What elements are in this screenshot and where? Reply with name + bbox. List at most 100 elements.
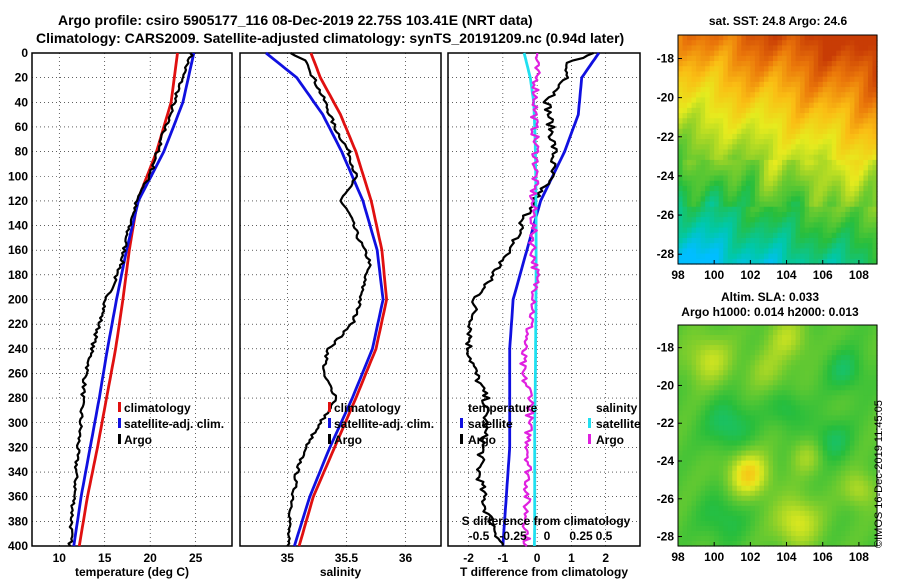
sla_map-cell — [678, 535, 684, 542]
sst_map-cell — [714, 102, 720, 109]
sst_map-cell — [791, 92, 797, 99]
diff-x2label: S difference from climatology — [462, 514, 631, 528]
sst_map-cell — [867, 243, 874, 249]
sst_map-cell — [732, 87, 738, 93]
sla_map-cell — [709, 380, 715, 386]
sla_map-cell — [772, 435, 779, 442]
sst_map-cell — [822, 248, 828, 255]
sla_map-cell — [782, 360, 788, 366]
sst_map-cell — [813, 243, 819, 249]
sla_map-cell — [786, 435, 792, 442]
sst_map-cell — [854, 50, 860, 57]
sst_map-cell — [741, 191, 747, 197]
sla_map-cell — [791, 390, 797, 396]
sla_map-cell — [804, 330, 810, 336]
sst_map-cell — [705, 144, 711, 151]
sst_map-cell — [745, 159, 751, 166]
sla_map-cell — [750, 375, 756, 381]
sst_map-cell — [813, 248, 819, 255]
sla_map-cell — [777, 475, 783, 482]
sla_map-cell — [732, 395, 738, 401]
sla_map-cell — [845, 465, 851, 472]
sst_map-cell — [772, 71, 779, 78]
sla_map-cell — [754, 390, 761, 396]
sst_map-cell — [822, 154, 828, 161]
sla_map-cell — [804, 490, 810, 497]
sst_map-cell — [723, 175, 729, 182]
sla_map-cell — [831, 540, 837, 547]
sla_map-cell — [845, 385, 851, 391]
sst_map-cell — [836, 102, 842, 109]
sst_map-cell — [872, 107, 878, 114]
sst_map-cell — [867, 185, 874, 192]
sst_map-cell — [818, 191, 824, 197]
depth-tick-label: 40 — [15, 95, 29, 109]
sla_map-cell — [795, 355, 801, 361]
depth-tick-label: 300 — [8, 416, 28, 430]
sla_map-cell — [682, 500, 688, 507]
sst_map-cell — [745, 128, 751, 135]
sla_map-cell — [768, 380, 774, 386]
sla_map-cell — [745, 485, 751, 492]
sla_map-cell — [745, 535, 751, 542]
sla_map-cell — [768, 480, 774, 487]
sst_map-cell — [691, 128, 697, 135]
sst_map-cell — [818, 128, 824, 135]
sla_map-cell — [718, 370, 724, 376]
sla_map-cell — [772, 430, 779, 437]
sla_map-cell — [691, 390, 697, 396]
sla_map-cell — [827, 485, 833, 492]
sla_map-cell — [700, 345, 706, 351]
sla_map-cell — [800, 450, 806, 457]
sst_map-cell — [800, 45, 806, 52]
sst_map-cell — [800, 237, 806, 244]
sst_map-cell — [840, 222, 846, 229]
sla_map-cell — [682, 415, 688, 422]
sst_map-cell — [723, 123, 729, 130]
sst_map-cell — [723, 196, 729, 203]
sst_map-cell — [772, 102, 779, 109]
salinity-legend-label: Argo — [334, 433, 362, 447]
sla_map-cell — [777, 405, 783, 411]
sst_map-cell — [759, 61, 765, 67]
sst_map-cell — [714, 175, 720, 182]
sla_map-cell — [809, 375, 815, 381]
sla_map-cell — [763, 535, 770, 542]
sst_map-cell — [745, 76, 751, 83]
sla_map-cell — [732, 335, 738, 341]
sst_map-cell — [840, 87, 846, 93]
sla_map-cell — [786, 410, 792, 417]
sst_map-cell — [763, 237, 770, 244]
sla_map-cell — [867, 520, 874, 527]
sst_map-cell — [849, 191, 855, 197]
sla_map-cell — [727, 500, 733, 507]
sla_map-cell — [840, 500, 846, 507]
sst_map-cell — [849, 87, 855, 93]
sst_map-cell — [772, 159, 779, 166]
sla_map-cell — [849, 375, 855, 381]
sla_map-cell — [840, 410, 846, 417]
sla_map-cell — [795, 390, 801, 396]
sla_map-cell — [854, 340, 860, 346]
sst_map-cell — [813, 144, 819, 151]
sla_map-cell — [831, 440, 837, 447]
sla_map-cell — [745, 365, 751, 371]
sla_map-cell — [718, 335, 724, 341]
sla_map-cell — [763, 405, 770, 411]
sst_map-cell — [682, 154, 688, 161]
sst_map-cell — [732, 61, 738, 67]
sst_map-cell — [763, 123, 770, 130]
sla_map-cell — [763, 420, 770, 427]
sst_map-cell — [745, 248, 751, 255]
sst_map-cell — [732, 139, 738, 145]
sst_map-cell — [714, 133, 720, 140]
sst_map-cell — [750, 149, 756, 156]
sla_map-cell — [836, 430, 842, 437]
sst_map-cell — [836, 232, 842, 239]
sst_map-cell — [691, 81, 697, 88]
sst_map-cell — [763, 45, 770, 52]
sst_map-cell — [786, 196, 792, 203]
sla_map-cell — [700, 385, 706, 391]
sla_map-cell — [863, 370, 869, 376]
sla_map-cell — [736, 465, 742, 472]
